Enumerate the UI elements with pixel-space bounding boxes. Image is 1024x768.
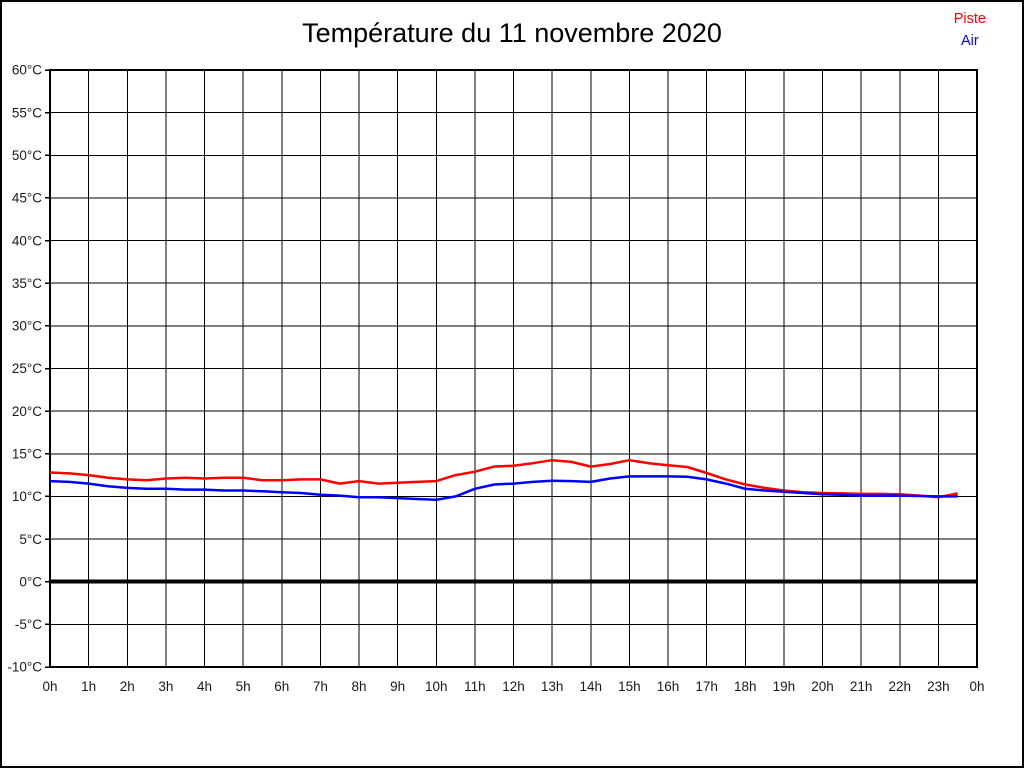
svg-text:40°C: 40°C xyxy=(12,233,42,248)
svg-text:22h: 22h xyxy=(888,679,911,694)
y-axis-labels: 60°C 55°C 50°C 45°C 40°C 35°C 30°C 25°C 20°C 15°C… xyxy=(7,63,42,675)
x-axis-labels: 0h 1h 2h 3h 4h 5h 6h 7h 8h 9h 10h 11h 12h 13h 14h 15h 16… xyxy=(42,679,984,694)
svg-text:4h: 4h xyxy=(197,679,212,694)
svg-text:15h: 15h xyxy=(618,679,641,694)
svg-text:6h: 6h xyxy=(274,679,289,694)
series-piste-line xyxy=(49,458,958,499)
svg-text:10h: 10h xyxy=(425,679,448,694)
svg-text:13h: 13h xyxy=(541,679,564,694)
svg-text:7h: 7h xyxy=(313,679,328,694)
svg-text:10°C: 10°C xyxy=(12,489,42,504)
svg-text:20h: 20h xyxy=(811,679,834,694)
svg-text:-5°C: -5°C xyxy=(15,617,42,632)
chart-legend: Piste Air xyxy=(954,8,986,52)
svg-text:12h: 12h xyxy=(502,679,525,694)
svg-text:19h: 19h xyxy=(773,679,796,694)
svg-text:14h: 14h xyxy=(579,679,602,694)
svg-text:0°C: 0°C xyxy=(19,574,42,589)
svg-text:21h: 21h xyxy=(850,679,873,694)
svg-text:25°C: 25°C xyxy=(12,361,42,376)
svg-text:9h: 9h xyxy=(390,679,405,694)
svg-text:15°C: 15°C xyxy=(12,447,42,462)
svg-text:3h: 3h xyxy=(158,679,173,694)
svg-text:55°C: 55°C xyxy=(12,105,42,120)
plot-frame xyxy=(49,69,978,668)
svg-text:60°C: 60°C xyxy=(12,63,42,78)
legend-item-piste: Piste xyxy=(953,11,986,27)
svg-text:0h: 0h xyxy=(969,679,984,694)
svg-text:5h: 5h xyxy=(236,679,251,694)
series-air-line xyxy=(49,475,958,502)
svg-text:18h: 18h xyxy=(734,679,757,694)
svg-text:2h: 2h xyxy=(120,679,135,694)
svg-text:45°C: 45°C xyxy=(12,191,42,206)
svg-text:35°C: 35°C xyxy=(12,276,42,291)
chart-title: Température du 11 novembre 2020 xyxy=(302,18,722,48)
svg-text:0h: 0h xyxy=(42,679,57,694)
gridlines xyxy=(49,69,978,668)
svg-text:50°C: 50°C xyxy=(12,148,42,163)
svg-text:23h: 23h xyxy=(927,679,950,694)
svg-text:20°C: 20°C xyxy=(12,404,42,419)
legend-item-air: Air xyxy=(961,33,979,49)
svg-text:-10°C: -10°C xyxy=(7,660,42,675)
svg-text:30°C: 30°C xyxy=(12,319,42,334)
svg-text:17h: 17h xyxy=(695,679,718,694)
svg-text:11h: 11h xyxy=(464,679,486,694)
svg-text:16h: 16h xyxy=(657,679,680,694)
svg-text:8h: 8h xyxy=(351,679,366,694)
svg-text:5°C: 5°C xyxy=(19,532,42,547)
svg-text:1h: 1h xyxy=(81,679,96,694)
